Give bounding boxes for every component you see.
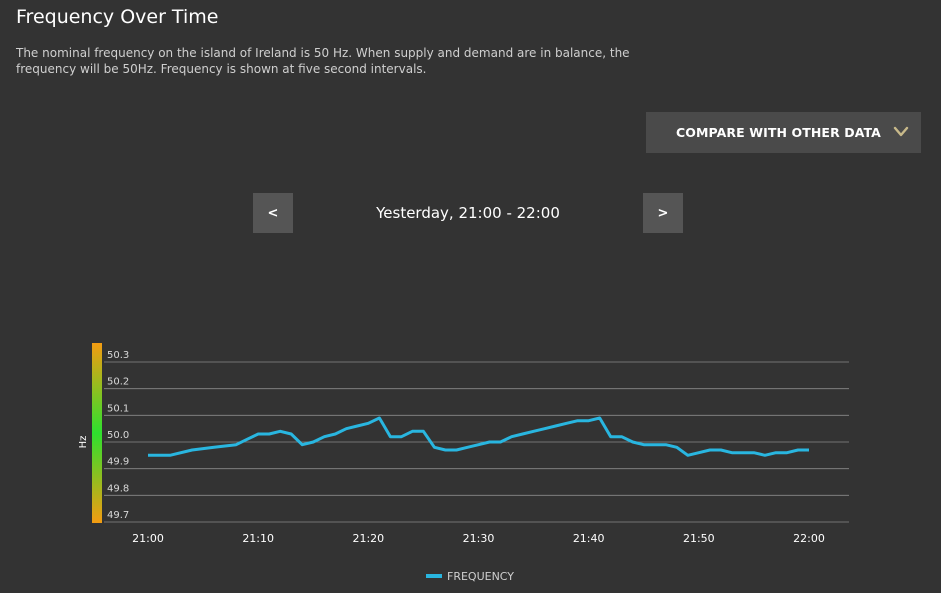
compare-with-other-data-button[interactable]: COMPARE WITH OTHER DATA — [646, 112, 921, 153]
gridlines — [104, 361, 849, 523]
previous-period-button[interactable]: < — [253, 193, 293, 233]
x-tick-labels: 21:00 21:10 21:20 21:30 21:40 21:50 22:00 — [132, 532, 825, 545]
legend[interactable]: FREQUENCY — [426, 570, 514, 583]
current-period-label: Yesterday, 21:00 - 22:00 — [376, 204, 560, 222]
y-tick-label: 49.9 — [107, 457, 129, 468]
y-tick-label: 50.3 — [107, 350, 129, 361]
x-tick-label: 21:00 — [132, 532, 164, 545]
x-tick-label: 21:10 — [242, 532, 274, 545]
legend-label: FREQUENCY — [447, 570, 514, 583]
y-tick-label: 50.1 — [107, 403, 129, 414]
page-description: The nominal frequency on the island of I… — [16, 46, 630, 76]
y-tick-labels: 50.3 50.2 50.1 50.0 49.9 49.8 49.7 — [107, 350, 129, 521]
page-title: Frequency Over Time — [16, 6, 219, 28]
x-tick-label: 22:00 — [793, 532, 825, 545]
series-layer — [148, 416, 809, 457]
chevron-down-icon — [893, 126, 909, 137]
x-tick-label: 21:40 — [573, 532, 605, 545]
legend-swatch — [426, 574, 442, 578]
x-tick-label: 21:20 — [352, 532, 384, 545]
y-tick-label: 49.8 — [107, 483, 129, 494]
frequency-series-line[interactable] — [148, 416, 809, 457]
x-tick-label: 21:30 — [463, 532, 495, 545]
compare-button-label: COMPARE WITH OTHER DATA — [676, 125, 881, 140]
next-period-button[interactable]: > — [643, 193, 683, 233]
y-axis-label: Hz — [78, 436, 89, 449]
y-tick-label: 50.2 — [107, 377, 129, 388]
x-tick-label: 21:50 — [683, 532, 715, 545]
y-tick-label: 50.0 — [107, 430, 129, 441]
frequency-scale-bar — [92, 343, 102, 523]
y-tick-label: 49.7 — [107, 510, 129, 521]
